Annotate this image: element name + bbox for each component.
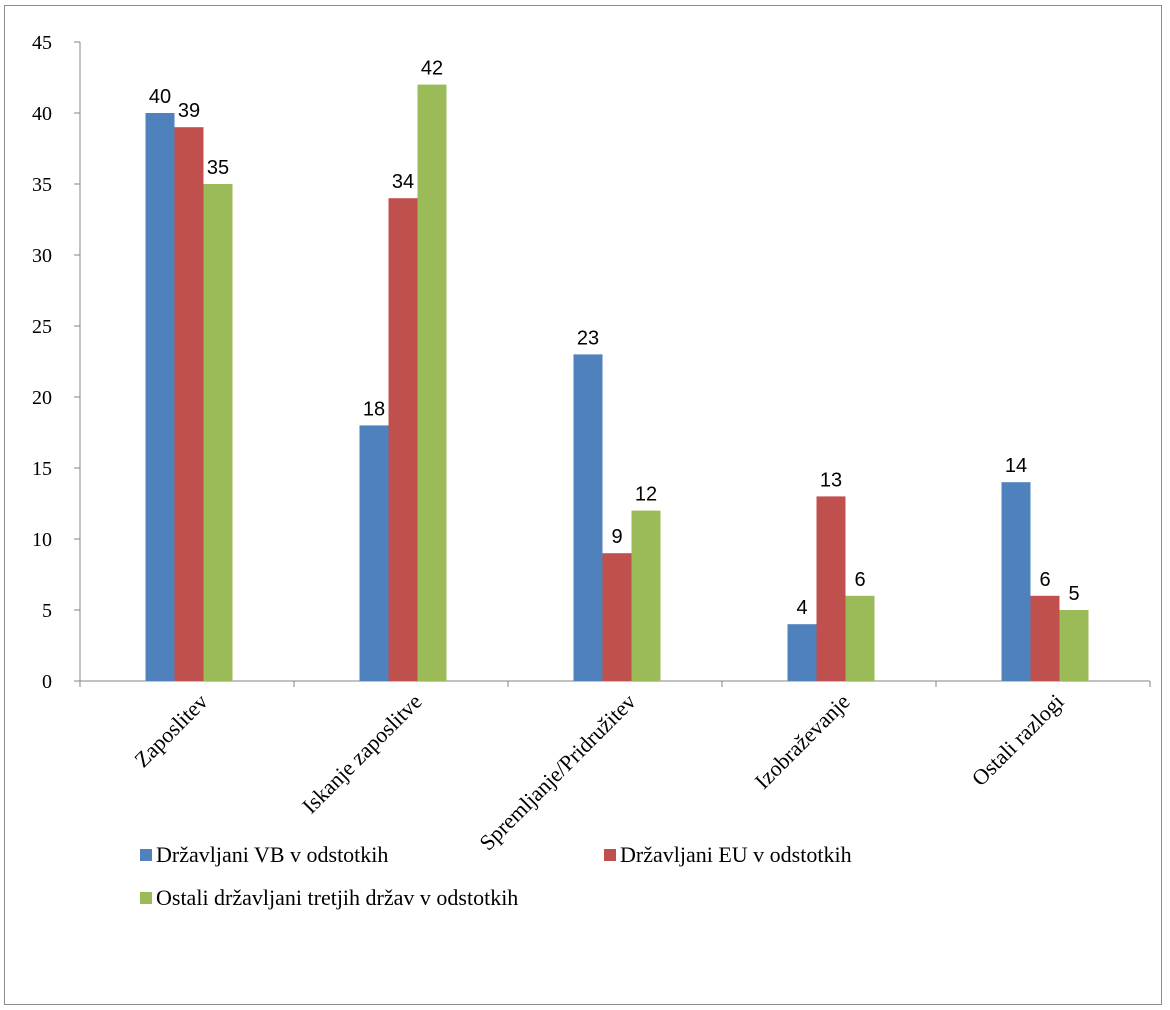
bar bbox=[816, 496, 846, 681]
bar bbox=[174, 127, 204, 681]
bar bbox=[1059, 610, 1089, 681]
bar bbox=[145, 113, 175, 681]
category-label: Izobraževanje bbox=[750, 689, 855, 794]
data-label: 6 bbox=[854, 569, 865, 591]
bars bbox=[145, 84, 1089, 682]
category-label: Iskanje zaposlitve bbox=[297, 689, 427, 819]
data-label: 5 bbox=[1068, 583, 1079, 605]
bar bbox=[359, 425, 389, 681]
bar bbox=[1030, 595, 1060, 681]
data-label: 18 bbox=[363, 398, 385, 420]
bar bbox=[787, 624, 817, 681]
y-tick-label: 35 bbox=[32, 174, 52, 196]
bar bbox=[388, 198, 418, 681]
data-label: 34 bbox=[392, 171, 414, 193]
data-label: 14 bbox=[1005, 455, 1027, 477]
y-tick-label: 45 bbox=[32, 32, 52, 54]
data-label: 23 bbox=[577, 327, 599, 349]
bar bbox=[631, 510, 661, 681]
y-tick-label: 40 bbox=[32, 103, 52, 125]
y-tick-label: 10 bbox=[32, 529, 52, 551]
bar bbox=[417, 84, 447, 682]
y-tick-label: 15 bbox=[32, 458, 52, 480]
category-label: Ostali razlogi bbox=[967, 689, 1069, 791]
data-label: 9 bbox=[611, 526, 622, 548]
bar bbox=[203, 184, 233, 681]
data-label: 12 bbox=[635, 484, 657, 506]
data-label: 39 bbox=[178, 100, 200, 122]
y-tick-label: 5 bbox=[42, 600, 52, 622]
data-label: 42 bbox=[421, 58, 443, 80]
data-label: 6 bbox=[1039, 569, 1050, 591]
data-label: 35 bbox=[207, 157, 229, 179]
data-label: 40 bbox=[149, 86, 171, 108]
y-tick-label: 30 bbox=[32, 245, 52, 267]
bar bbox=[602, 553, 632, 681]
category-label: Spremljanje/Pridružitev bbox=[474, 689, 640, 855]
bar bbox=[1001, 482, 1031, 681]
bar bbox=[573, 354, 603, 681]
y-tick-label: 0 bbox=[42, 671, 52, 693]
y-tick-label: 20 bbox=[32, 387, 52, 409]
data-label: 4 bbox=[796, 597, 807, 619]
data-label: 13 bbox=[820, 469, 842, 491]
category-labels: Zaposlitev Iskanje zaposlitve Spremljanje/… bbox=[129, 689, 1068, 855]
y-tick-label: 25 bbox=[32, 316, 52, 338]
bar bbox=[845, 595, 875, 681]
category-label: Zaposlitev bbox=[129, 689, 212, 772]
